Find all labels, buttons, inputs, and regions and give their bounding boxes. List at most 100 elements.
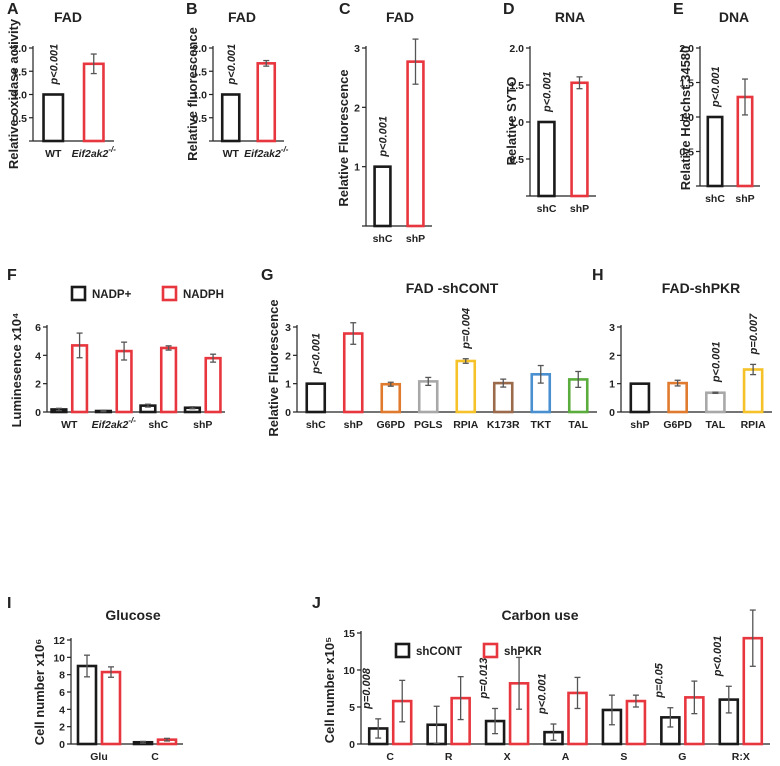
panel-label-a: A (7, 1, 19, 18)
x-tick-label-f: Eif2ak2-/- (92, 416, 137, 431)
panel-title-d: RNA (555, 9, 585, 25)
x-tick-label-f: shC (148, 419, 168, 431)
y-axis-label-j: Cell number x10⁵ (322, 637, 337, 744)
y-axis-label-i: Cell number x10⁶ (32, 639, 47, 745)
y-tick-label-d: 1.5 (509, 80, 524, 92)
panel-title-i: Glucose (105, 607, 160, 623)
legend-label-j-0: shCONT (416, 646, 462, 658)
y-tick-label-g: 0 (285, 407, 291, 419)
y-tick-label-e: 2.0 (679, 43, 694, 55)
panel-label-d: D (503, 1, 515, 18)
p-value-annotation-j: p=0.05 (653, 662, 665, 698)
bar-b-1 (256, 62, 277, 143)
p-value-annotation-b: p<0.001 (226, 44, 238, 86)
y-tick-label-e: 1.5 (679, 78, 694, 90)
bar-h-1 (667, 381, 688, 414)
y-tick-label-j: 5 (349, 702, 355, 714)
y-tick-label-i: 2 (59, 722, 65, 734)
y-axis-label-e: Relative Hoechst 34580 (678, 46, 693, 191)
y-tick-label-c: 1 (354, 162, 360, 174)
y-tick-label-a: 2.0 (12, 43, 27, 55)
y-tick-label-b: 0.5 (192, 113, 207, 125)
x-tick-label-h: shP (630, 419, 649, 431)
p-value-annotation-e: p<0.001 (710, 66, 722, 108)
legend-label-f-1: NADPH (183, 289, 224, 301)
y-axis-label-c: Relative Fluorescence (336, 69, 351, 206)
y-tick-label-e: 0.5 (679, 147, 694, 159)
panel-label-g: G (261, 267, 273, 284)
panel-label-j: J (312, 595, 321, 612)
x-tick-label-i: C (151, 751, 159, 763)
x-tick-label-d: shP (570, 203, 589, 215)
y-tick-label-i: 6 (59, 687, 65, 699)
y-tick-label-a: 1.5 (12, 66, 27, 78)
y-tick-label-f: 6 (35, 322, 41, 334)
y-tick-label-d: 2.0 (509, 43, 524, 55)
y-axis-label-d: Relative SYTO (504, 77, 519, 166)
x-tick-label-d: shC (537, 203, 557, 215)
panel-label-i: I (7, 595, 11, 612)
panel-title-j: Carbon use (501, 607, 578, 623)
x-tick-label-g: RPIA (453, 419, 479, 431)
bar-d-0 (537, 120, 556, 198)
legend-label-j-1: shPKR (504, 646, 542, 658)
bar-g-1 (342, 332, 364, 414)
y-tick-label-j: 15 (343, 628, 355, 640)
x-tick-label-b: WT (223, 148, 240, 160)
bar-b-0 (220, 93, 241, 143)
y-tick-label-h: 2 (609, 350, 615, 362)
x-tick-label-g: PGLS (414, 419, 443, 431)
x-tick-label-h: RPIA (741, 419, 767, 431)
x-tick-label-j: C (386, 751, 394, 763)
y-tick-label-g: 1 (285, 379, 291, 391)
bar-g-2 (380, 382, 402, 414)
y-tick-label-h: 0 (609, 407, 615, 419)
y-tick-label-i: 4 (59, 704, 65, 716)
x-tick-label-g: TAL (568, 419, 588, 431)
y-tick-label-f: 4 (35, 350, 41, 362)
y-tick-label-h: 3 (609, 322, 615, 334)
y-tick-label-i: 12 (53, 635, 65, 647)
x-tick-label-b: Eif2ak2-/- (244, 145, 289, 160)
panel-label-c: C (339, 1, 351, 18)
x-tick-label-i: Glu (90, 751, 108, 763)
x-tick-label-a: Eif2ak2-/- (72, 145, 117, 160)
bar-h-2 (705, 391, 726, 414)
p-value-annotation-a: p<0.001 (48, 44, 60, 86)
y-tick-label-f: 2 (35, 379, 41, 391)
y-tick-label-d: 1.0 (509, 117, 524, 129)
y-axis-label-g: Relative Fluorescence (266, 299, 281, 436)
panel-title-g: FAD -shCONT (406, 280, 499, 296)
p-value-annotation-g: p=0.004 (461, 308, 473, 350)
panel-title-b: FAD (228, 9, 256, 25)
x-tick-label-g: shP (344, 419, 363, 431)
y-tick-label-a: 0.5 (12, 113, 27, 125)
x-tick-label-g: K173R (487, 419, 520, 431)
y-tick-label-i: 0 (59, 739, 65, 751)
x-tick-label-j: S (620, 751, 627, 763)
bar-d-1 (570, 81, 589, 198)
bar-c-1 (406, 60, 425, 228)
y-tick-label-i: 8 (59, 670, 65, 682)
y-tick-label-a: 1.0 (12, 90, 27, 102)
y-axis-label-b: Relative fluorescence (185, 27, 200, 161)
panel-title-c: FAD (386, 9, 414, 25)
y-tick-label-c: 2 (354, 102, 360, 114)
legend-swatch-j-1 (482, 642, 499, 659)
p-value-annotation-h: p=0.007 (748, 313, 760, 356)
x-tick-superscript-b: -/- (281, 145, 289, 154)
x-tick-label-h: TAL (706, 419, 726, 431)
x-tick-superscript-a: -/- (108, 145, 116, 154)
bar-h-3 (742, 368, 764, 414)
y-tick-label-i: 10 (53, 652, 65, 664)
p-value-annotation-j: p=0.008 (361, 667, 373, 710)
y-tick-label-j: 10 (343, 665, 355, 677)
legend-swatch-f-1 (161, 285, 178, 302)
bar-a-1 (82, 62, 105, 143)
p-value-annotation-g: p<0.001 (311, 333, 323, 375)
panel-label-h: H (592, 267, 604, 284)
legend-swatch-j-0 (394, 642, 411, 659)
bar-f-nadph-3 (204, 356, 222, 414)
p-value-annotation-j: p<0.001 (712, 636, 724, 678)
